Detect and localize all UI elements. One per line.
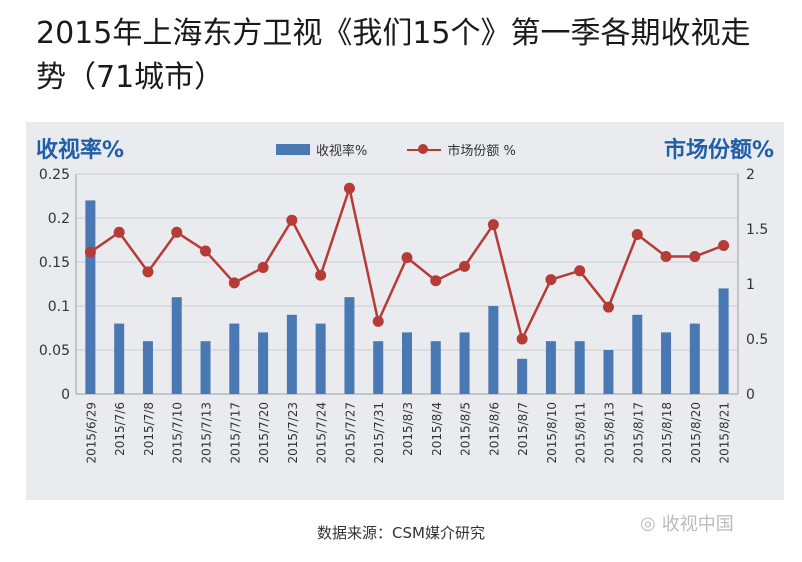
x-tick-label: 2015/8/6 [487, 402, 501, 456]
left-tick-label: 0.1 [48, 299, 70, 315]
share-point [516, 333, 528, 345]
x-tick-label: 2015/8/18 [660, 402, 674, 464]
x-tick-label: 2015/7/17 [228, 402, 242, 464]
x-tick-label: 2015/7/8 [142, 402, 156, 456]
left-tick-label: 0 [61, 387, 70, 403]
share-point [228, 277, 240, 289]
watermark-text: 收视中国 [661, 514, 734, 535]
bar [488, 306, 499, 394]
bar [689, 323, 700, 394]
left-tick-label: 0.25 [39, 167, 70, 183]
left-tick-label: 0.2 [48, 211, 70, 227]
share-point [487, 219, 499, 231]
share-point [257, 262, 269, 273]
x-tick-label: 2015/8/4 [430, 402, 444, 456]
share-point [631, 229, 643, 240]
x-tick-label: 2015/7/13 [200, 402, 214, 464]
bar [402, 332, 412, 394]
chart-legend: 收视率% 市场份额 % [276, 140, 516, 159]
x-tick-label: 2015/7/6 [113, 402, 127, 456]
share-point [286, 214, 298, 226]
bar [258, 332, 269, 394]
x-tick-label: 2015/8/11 [574, 402, 588, 464]
share-point [459, 260, 471, 272]
bar [430, 341, 441, 394]
bar [632, 314, 643, 394]
right-tick-label: 2 [746, 167, 755, 183]
x-tick-label: 2015/7/31 [372, 402, 386, 464]
right-axis-title: 市场份额% [663, 138, 774, 163]
share-point [84, 246, 96, 258]
legend-line-swatch [407, 144, 442, 155]
share-point [574, 265, 586, 277]
share-point [401, 252, 413, 264]
x-tick-label: 2015/8/21 [718, 402, 732, 464]
bar [661, 332, 672, 394]
share-point [171, 226, 183, 238]
bar [229, 323, 240, 394]
share-point [113, 226, 125, 238]
watermark: ◎ 收视中国 [640, 510, 734, 536]
x-tick-label: 2015/8/7 [516, 402, 530, 456]
share-line [89, 183, 725, 343]
x-tick-label: 2015/8/10 [545, 402, 559, 464]
share-point [372, 315, 384, 327]
left-tick-label: 0.15 [39, 255, 70, 271]
legend-bar-swatch [276, 144, 310, 155]
x-tick-label: 2015/7/27 [343, 402, 357, 464]
right-tick-label: 0 [746, 387, 755, 403]
share-point [718, 240, 730, 251]
chart-plot: 0 0.05 0.1 0.15 0.2 0.25 0 0.5 1 1.5 2 2015/6/29 201… [39, 167, 768, 464]
x-tick-label: 2015/8/3 [401, 402, 415, 456]
bar [286, 314, 297, 394]
x-tick-label: 2015/8/17 [631, 402, 645, 464]
x-tick-label: 2015/7/20 [257, 402, 271, 464]
x-tick-label: 2015/8/13 [602, 402, 616, 464]
bar [373, 341, 384, 394]
chart-title: 2015年上海东方卫视《我们15个》第一季各期收视走势（71城市） [36, 16, 751, 95]
bar [718, 288, 729, 394]
left-axis-title: 收视率% [36, 138, 125, 163]
wechat-icon: ◎ [640, 512, 656, 534]
share-point [602, 301, 614, 313]
right-tick-label: 1 [746, 277, 755, 293]
bar [459, 332, 470, 394]
chart-panel: 收视率% 市场份额% 收视率% 市场份额 % 0 0.05 0.1 0.15 0.2 0.… [26, 122, 784, 500]
bar [574, 341, 585, 394]
legend-item-share: 市场份额 % [407, 140, 516, 159]
share-point [200, 245, 212, 257]
x-tick-label: 2015/8/20 [689, 402, 703, 464]
bar [315, 323, 326, 394]
right-tick-label: 1.5 [746, 222, 768, 238]
bar [200, 341, 211, 394]
x-tick-label: 2015/7/10 [171, 402, 185, 464]
legend-label-rating: 收视率% [316, 144, 368, 159]
share-point [689, 251, 701, 262]
bar [171, 297, 182, 394]
right-tick-label: 0.5 [746, 332, 768, 348]
share-point [142, 266, 154, 278]
x-tick-label: 2015/6/29 [84, 402, 98, 464]
bar [545, 341, 556, 394]
x-tick-label: 2015/7/23 [286, 402, 300, 464]
bar [114, 323, 125, 394]
bar [517, 358, 528, 394]
bar [85, 200, 96, 394]
legend-label-share: 市场份额 % [447, 144, 516, 159]
bar [603, 350, 614, 394]
share-point [430, 275, 442, 287]
x-tick-label: 2015/7/24 [315, 402, 329, 464]
legend-item-rating: 收视率% [276, 140, 367, 159]
left-tick-label: 0.05 [39, 343, 70, 359]
bar [344, 297, 355, 394]
share-point [315, 269, 327, 281]
share-point [343, 182, 355, 194]
x-tick-label: 2015/8/5 [459, 402, 473, 456]
share-point [545, 274, 557, 286]
share-point [660, 251, 672, 262]
bar [142, 341, 153, 394]
data-source: 数据来源：CSM媒介研究 [317, 524, 485, 542]
